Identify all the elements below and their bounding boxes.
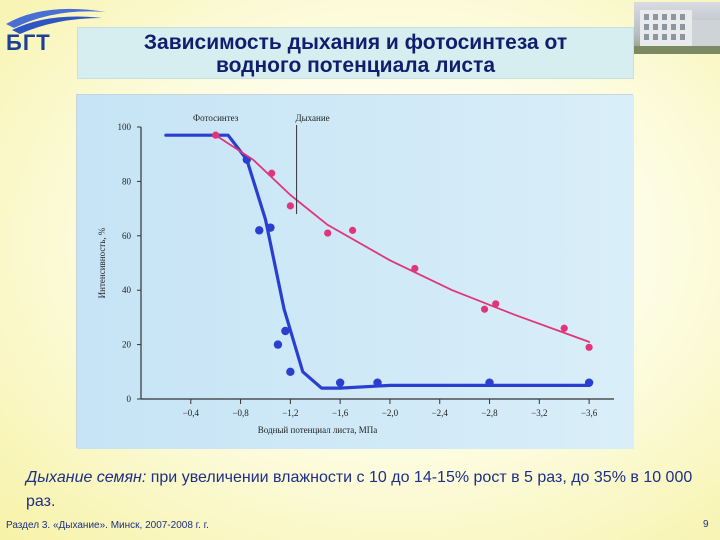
x-tick-label: −2,4 [432, 408, 449, 418]
data-point [212, 131, 220, 139]
chart: −0,4 −0,8 −1,2 −1,6 −2,0 −2,4 −2,8 −3,2 −3,6 0 20 4… [77, 95, 634, 449]
x-axis-label: Водный потенциал листа, МПа [258, 425, 377, 435]
x-tick-label: −2,8 [481, 408, 498, 418]
slide-title: Зависимость дыхания и фотосинтеза от вод… [77, 27, 634, 79]
logo-text: БГТ [6, 30, 51, 55]
data-point [585, 343, 593, 351]
page-number: 9 [703, 519, 709, 530]
chart-frame: −0,4 −0,8 −1,2 −1,6 −2,0 −2,4 −2,8 −3,2 −3,6 0 20 4… [76, 94, 634, 449]
x-tick-label: −3,2 [531, 408, 547, 418]
y-tick-label: 0 [127, 394, 132, 404]
series-line [214, 134, 590, 343]
footer-text: Раздел 3. «Дыхание». Минск, 2007-2008 г.… [6, 520, 209, 531]
institution-logo [6, 8, 106, 34]
y-tick-label: 40 [122, 285, 132, 295]
data-point [286, 367, 295, 376]
data-point [584, 378, 594, 387]
series-label: Дыхание [295, 113, 329, 123]
x-tick-label: −2,0 [382, 408, 399, 418]
data-point [560, 324, 568, 332]
note-body: при увеличении влажности с 10 до 14-15% … [26, 469, 693, 510]
x-tick-label: −1,6 [332, 408, 349, 418]
title-line-2: водного потенциала листа [215, 54, 496, 77]
data-point [255, 226, 264, 235]
series-label: Фотосинтез [193, 113, 239, 123]
series-line [164, 133, 591, 390]
data-point [286, 202, 294, 210]
data-point [324, 229, 332, 237]
x-tick-label: −3,6 [581, 408, 598, 418]
x-tick-label: −0,4 [183, 408, 200, 418]
data-point [411, 264, 419, 273]
data-point [373, 378, 382, 387]
data-point [281, 326, 290, 336]
data-point [485, 378, 494, 387]
y-tick-label: 60 [122, 231, 132, 241]
note-lead: Дыхание семян: [26, 469, 147, 486]
y-tick-label: 20 [122, 340, 132, 350]
data-point [335, 378, 345, 387]
data-point [480, 305, 489, 313]
y-tick-label: 80 [122, 176, 132, 186]
data-point [492, 300, 500, 308]
x-tick-label: −0,8 [232, 408, 249, 418]
chart-background [77, 95, 634, 449]
x-tick-label: −1,2 [282, 408, 298, 418]
data-point [266, 223, 275, 232]
title-line-1: Зависимость дыхания и фотосинтеза от [143, 31, 568, 54]
data-point [349, 226, 357, 234]
data-point [273, 340, 283, 349]
data-point [268, 169, 276, 177]
note-text: Дыхание семян: при увеличении влажности … [26, 466, 706, 514]
y-axis-label: Интенсивность, % [97, 227, 107, 298]
y-tick-label: 100 [118, 122, 132, 132]
building-photo [634, 2, 720, 54]
